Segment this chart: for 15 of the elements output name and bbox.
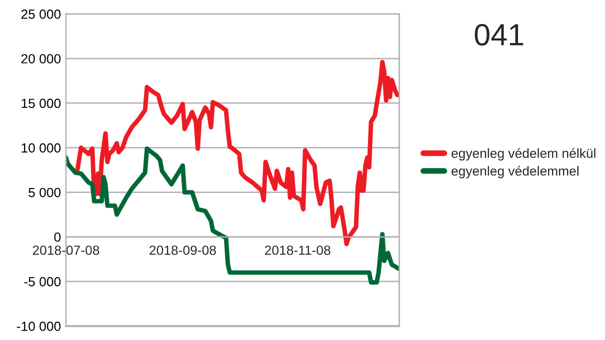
x-tick-label: 2018-09-08: [150, 246, 216, 255]
y-tick-label: 15 000: [22, 98, 61, 108]
y-tick-label: 10 000: [22, 143, 61, 153]
x-tick-label: 2018-11-08: [265, 246, 330, 255]
y-tick-label: -10 000: [16, 322, 61, 331]
y-tick-label: 0: [54, 232, 61, 242]
legend-label: egyenleg védelem nélkül: [452, 148, 596, 161]
text: 041: [474, 24, 524, 46]
line-series: [75, 60, 400, 246]
y-tick-label: 25 000: [21, 10, 61, 19]
y-tick-label: 5 000: [28, 188, 61, 198]
y-tick-label: -5 000: [24, 277, 61, 286]
y-tick-label: 20 000: [21, 54, 61, 64]
legend-label: egyenleg védelemmel: [452, 166, 578, 178]
x-tick-label: 2018-07-08: [32, 246, 100, 255]
